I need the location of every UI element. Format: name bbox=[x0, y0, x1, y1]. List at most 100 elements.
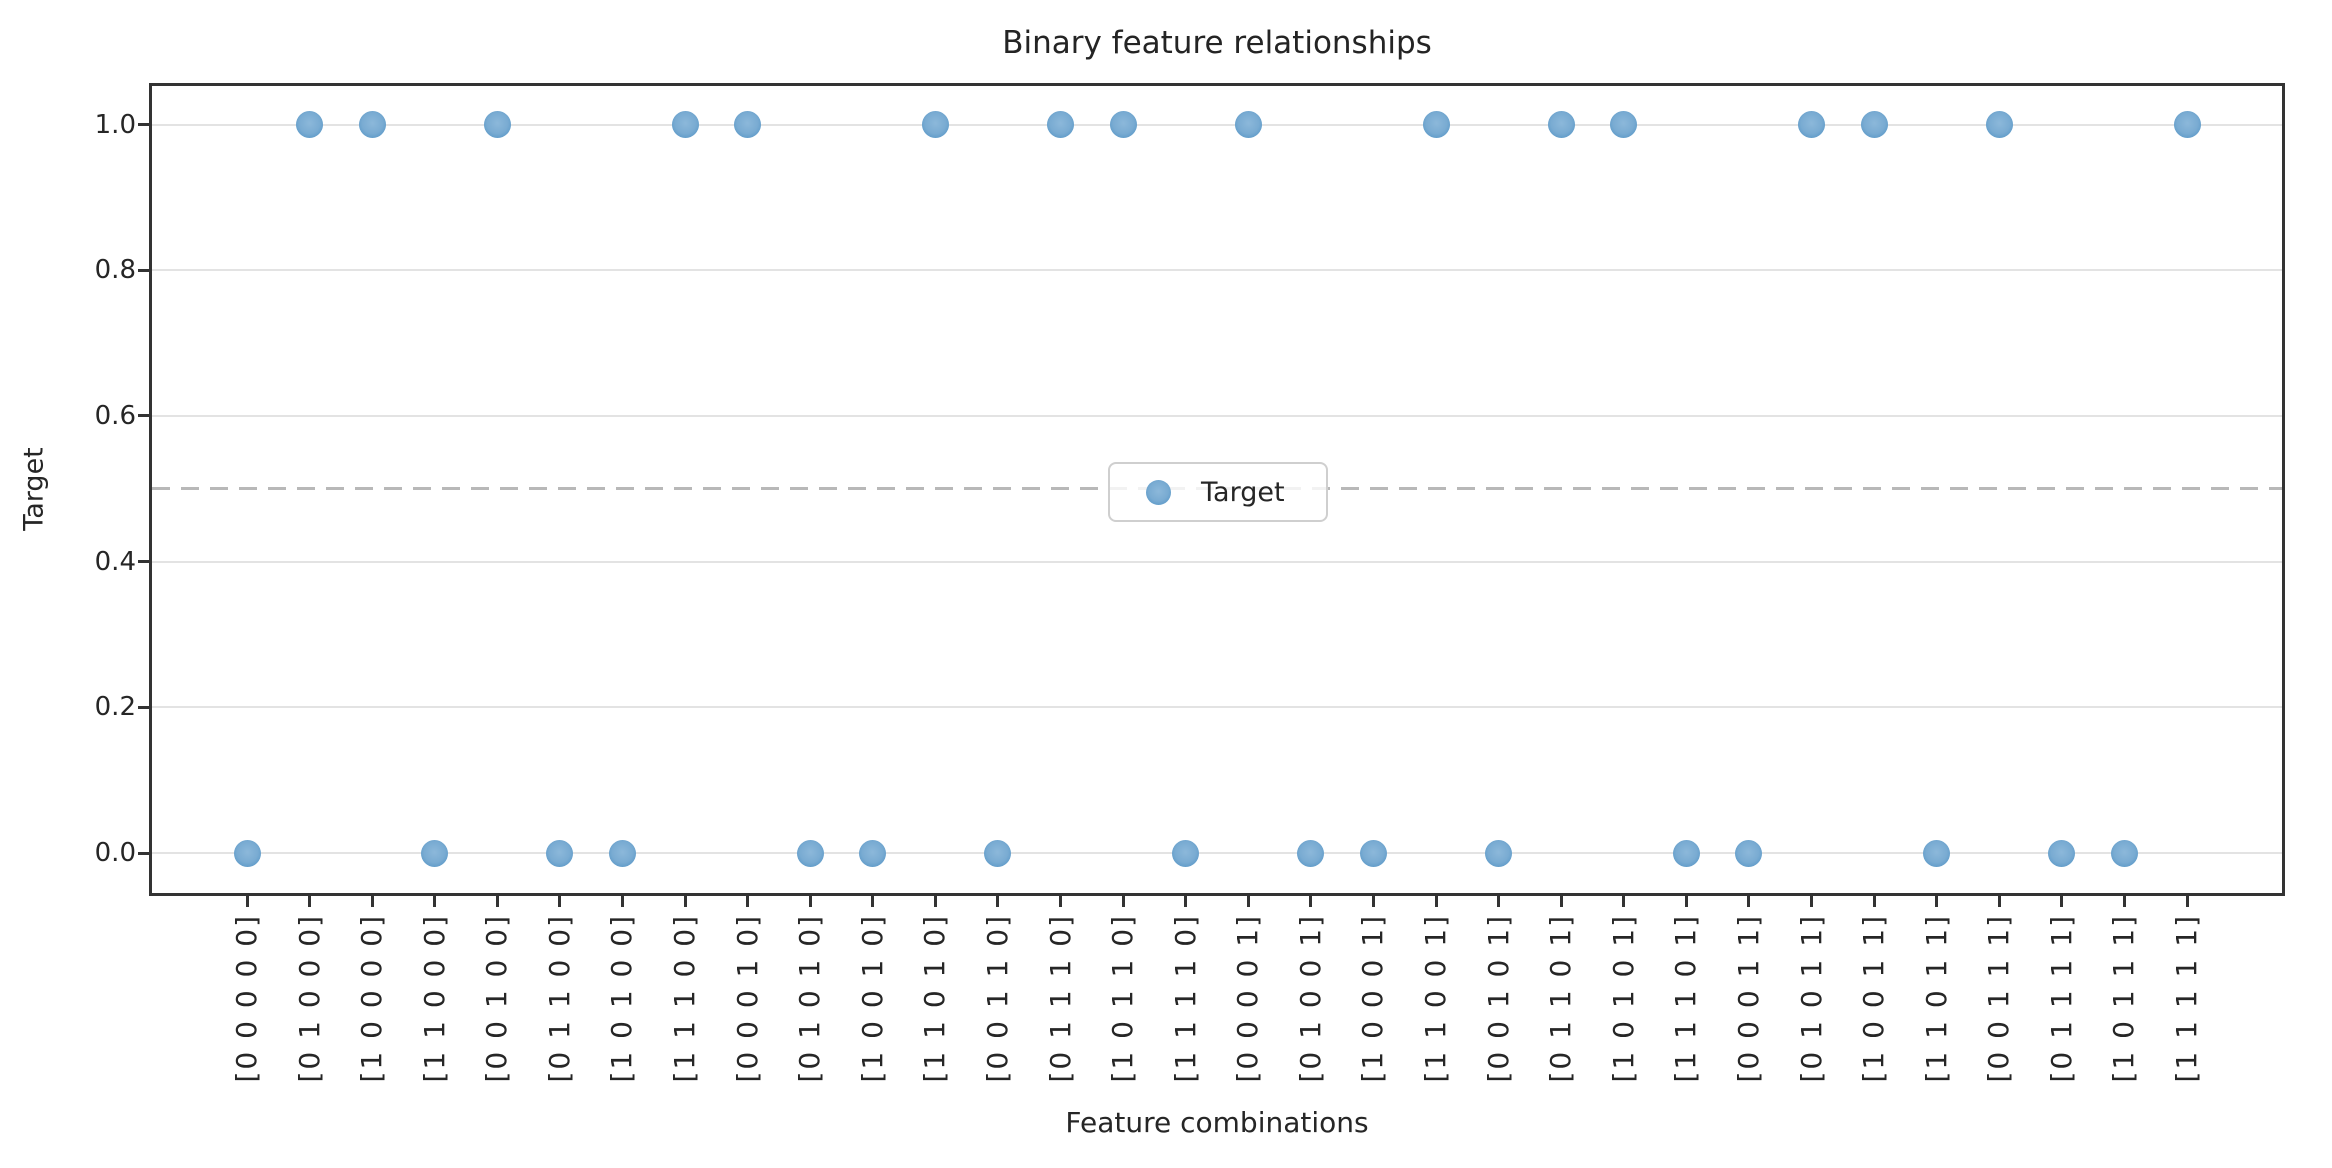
data-point bbox=[1610, 111, 1638, 138]
x-tick-label-text: [0 1 1 1 0] bbox=[1043, 914, 1077, 1083]
x-tick-label: [0 1 1 0 0] bbox=[543, 914, 577, 1083]
x-tick-label-text: [1 0 0 1 1] bbox=[1857, 914, 1891, 1083]
x-tick-label: [1 1 0 1 0] bbox=[918, 914, 952, 1083]
x-tick-label: [1 1 0 1 1] bbox=[1920, 914, 1954, 1083]
x-tick-label: [0 1 1 0 1] bbox=[1544, 914, 1578, 1083]
x-tick-label-text: [0 1 1 0 0] bbox=[542, 914, 576, 1083]
x-axis-title: Feature combinations bbox=[1065, 1106, 1369, 1139]
data-point bbox=[1923, 839, 1951, 867]
x-axis-tick bbox=[433, 893, 437, 907]
y-tick-label: 0.2 bbox=[94, 692, 136, 723]
x-axis-tick bbox=[1747, 893, 1751, 907]
x-tick-label: [0 0 0 1 1] bbox=[1732, 914, 1766, 1083]
x-axis-tick bbox=[620, 893, 624, 907]
x-tick-label: [1 1 1 0 0] bbox=[668, 914, 702, 1083]
y-tick-label: 0.6 bbox=[94, 400, 136, 431]
x-axis-tick bbox=[1497, 893, 1501, 907]
data-point bbox=[296, 111, 324, 138]
x-tick-label-text: [1 1 1 1 0] bbox=[1168, 914, 1202, 1083]
x-tick-label: [0 0 0 0 0] bbox=[230, 914, 264, 1083]
x-tick-label: [0 0 1 1 0] bbox=[981, 914, 1015, 1083]
data-point bbox=[2110, 839, 2138, 867]
x-tick-label-text: [0 0 0 1 0] bbox=[730, 914, 764, 1083]
y-axis-tick bbox=[138, 851, 152, 855]
x-tick-label-text: [1 0 0 0 1] bbox=[1356, 914, 1390, 1083]
x-tick-label-text: [0 0 0 0 0] bbox=[230, 914, 263, 1083]
gridline bbox=[152, 560, 2282, 563]
x-tick-label-text: [0 1 0 1 0] bbox=[793, 914, 827, 1083]
data-point bbox=[1860, 111, 1888, 138]
x-tick-label-text: [1 0 1 1 1] bbox=[2107, 914, 2141, 1083]
x-tick-label-text: [1 1 0 0 1] bbox=[1419, 914, 1453, 1083]
data-point bbox=[1985, 111, 2013, 138]
data-point bbox=[1297, 839, 1325, 867]
data-point bbox=[734, 111, 762, 138]
x-axis-tick bbox=[495, 893, 499, 907]
legend-label: Target bbox=[1201, 476, 1285, 508]
x-tick-label: [1 0 1 0 1] bbox=[1607, 914, 1641, 1083]
y-tick-label: 1.0 bbox=[94, 109, 136, 140]
x-tick-label: [1 1 0 0 1] bbox=[1419, 914, 1453, 1083]
x-tick-label: [1 0 0 1 0] bbox=[856, 914, 890, 1083]
x-tick-label: [0 0 1 1 1] bbox=[1982, 914, 2016, 1083]
data-point bbox=[2048, 839, 2076, 867]
y-axis-tick bbox=[138, 560, 152, 564]
gridline bbox=[152, 414, 2282, 417]
x-axis-tick bbox=[2185, 893, 2189, 907]
legend-marker-icon bbox=[1146, 479, 1171, 505]
x-tick-label: [1 0 1 0 0] bbox=[605, 914, 639, 1083]
y-axis-tick bbox=[138, 268, 152, 272]
x-tick-label: [0 0 1 0 0] bbox=[480, 914, 514, 1083]
data-point bbox=[483, 111, 511, 138]
x-axis-tick bbox=[2122, 893, 2126, 907]
data-point bbox=[1485, 839, 1513, 867]
data-point bbox=[1798, 111, 1826, 138]
data-point bbox=[1735, 839, 1763, 867]
x-tick-label: [0 0 0 0 1] bbox=[1231, 914, 1265, 1083]
y-axis-title: Target bbox=[18, 447, 50, 531]
x-axis-tick bbox=[683, 893, 687, 907]
x-tick-label-text: [1 1 0 1 1] bbox=[1919, 914, 1953, 1083]
x-tick-label-text: [1 0 0 0 0] bbox=[355, 914, 389, 1083]
x-axis-tick bbox=[996, 893, 1000, 907]
data-point bbox=[1547, 111, 1575, 138]
x-axis-tick bbox=[1309, 893, 1313, 907]
x-tick-label: [1 1 0 0 0] bbox=[418, 914, 452, 1083]
data-point bbox=[1234, 111, 1262, 138]
x-tick-label-text: [1 1 1 0 1] bbox=[1669, 914, 1703, 1083]
x-axis-tick bbox=[1184, 893, 1188, 907]
data-point bbox=[984, 839, 1012, 867]
x-tick-label: [0 0 1 0 1] bbox=[1482, 914, 1516, 1083]
x-axis-tick bbox=[1935, 893, 1939, 907]
x-axis-tick bbox=[1246, 893, 1250, 907]
x-tick-label-text: [1 0 0 1 0] bbox=[855, 914, 889, 1083]
x-tick-label-text: [1 1 0 1 0] bbox=[918, 914, 952, 1083]
x-tick-label: [1 1 1 1 0] bbox=[1169, 914, 1203, 1083]
x-axis-tick bbox=[1810, 893, 1814, 907]
x-tick-label-text: [0 1 0 0 1] bbox=[1293, 914, 1327, 1083]
x-tick-label-text: [1 1 1 1 1] bbox=[2170, 914, 2203, 1083]
y-tick-label: 0.0 bbox=[94, 838, 136, 868]
x-tick-label-text: [1 0 1 1 0] bbox=[1106, 914, 1140, 1083]
x-axis-tick bbox=[1059, 893, 1063, 907]
data-point bbox=[859, 839, 887, 867]
data-point bbox=[546, 839, 574, 867]
x-tick-label-text: [1 0 1 0 1] bbox=[1606, 914, 1640, 1083]
x-axis-tick bbox=[1872, 893, 1876, 907]
x-axis-tick bbox=[1559, 893, 1563, 907]
data-point bbox=[1359, 839, 1387, 867]
x-tick-label: [1 0 0 1 1] bbox=[1857, 914, 1891, 1083]
data-point bbox=[1672, 839, 1700, 867]
x-tick-label: [1 1 1 1 1] bbox=[2170, 914, 2204, 1083]
data-point bbox=[608, 839, 636, 867]
x-axis-tick bbox=[370, 893, 374, 907]
data-point bbox=[233, 839, 261, 867]
x-tick-label: [1 0 1 1 1] bbox=[2107, 914, 2141, 1083]
x-tick-label-text: [0 1 0 1 1] bbox=[1794, 914, 1828, 1083]
x-tick-label-text: [0 0 0 0 1] bbox=[1231, 914, 1265, 1083]
y-axis-tick bbox=[138, 123, 152, 126]
x-axis-tick bbox=[1434, 893, 1438, 907]
x-axis-tick bbox=[1121, 893, 1125, 907]
legend: Target bbox=[1108, 462, 1328, 522]
